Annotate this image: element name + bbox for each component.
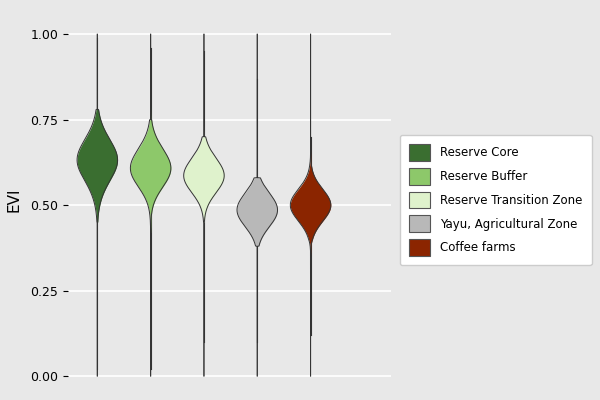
Legend: Reserve Core, Reserve Buffer, Reserve Transition Zone, Yayu, Agricultural Zone, : Reserve Core, Reserve Buffer, Reserve Tr…	[400, 135, 592, 265]
Y-axis label: EVI: EVI	[7, 188, 22, 212]
